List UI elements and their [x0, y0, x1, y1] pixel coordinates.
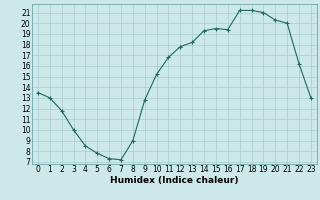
X-axis label: Humidex (Indice chaleur): Humidex (Indice chaleur) [110, 176, 239, 185]
